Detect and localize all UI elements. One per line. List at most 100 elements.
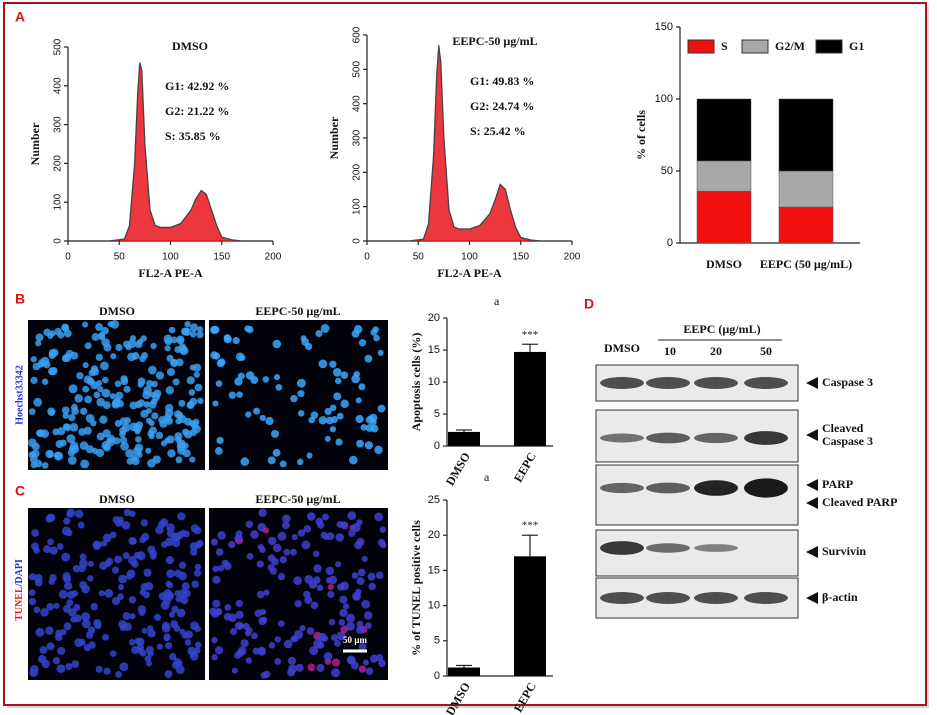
cell bbox=[126, 573, 133, 580]
cell bbox=[115, 519, 123, 527]
cell bbox=[164, 408, 174, 418]
x-tick-label: 100 bbox=[162, 252, 179, 263]
cell bbox=[215, 548, 224, 556]
cell bbox=[189, 323, 199, 332]
cell bbox=[328, 618, 336, 626]
cell bbox=[254, 609, 263, 618]
band bbox=[600, 592, 644, 604]
cell bbox=[189, 331, 197, 338]
cell bbox=[235, 352, 245, 362]
cell bbox=[164, 437, 171, 444]
cell bbox=[90, 602, 98, 611]
cell bbox=[102, 429, 111, 438]
cell bbox=[299, 625, 306, 632]
cell bbox=[253, 407, 261, 415]
cell bbox=[334, 561, 342, 568]
cell bbox=[129, 335, 137, 342]
cell bbox=[68, 384, 78, 394]
cell bbox=[70, 444, 80, 454]
cell bbox=[251, 632, 258, 640]
cell bbox=[28, 589, 36, 597]
bar-segment bbox=[778, 170, 834, 208]
cell bbox=[329, 404, 337, 412]
cell bbox=[331, 658, 341, 667]
cell bbox=[109, 393, 116, 400]
cell bbox=[164, 345, 171, 352]
cell bbox=[368, 413, 378, 423]
cell bbox=[90, 381, 99, 390]
cell bbox=[330, 416, 338, 424]
cell bbox=[283, 548, 291, 556]
cell bbox=[61, 552, 71, 562]
cell bbox=[194, 641, 202, 649]
cell bbox=[237, 646, 247, 656]
cell bbox=[163, 635, 170, 642]
cell bbox=[171, 605, 179, 613]
cell bbox=[358, 383, 366, 391]
cell bbox=[40, 607, 49, 617]
cell bbox=[165, 642, 173, 650]
cell bbox=[230, 628, 238, 636]
cell bbox=[194, 647, 201, 654]
bar bbox=[514, 556, 546, 676]
cell bbox=[57, 646, 66, 656]
cell bbox=[145, 645, 154, 654]
histogram-fill bbox=[408, 45, 542, 241]
y-tick-label: 500 bbox=[53, 38, 64, 55]
cell bbox=[174, 436, 182, 443]
cell bbox=[54, 633, 63, 642]
cell bbox=[361, 555, 368, 563]
cell bbox=[128, 639, 136, 646]
cell bbox=[98, 331, 106, 339]
cell bbox=[28, 597, 37, 606]
cell bbox=[63, 329, 72, 338]
cell bbox=[304, 596, 313, 605]
cell bbox=[240, 639, 249, 648]
y-tick-label: 400 bbox=[53, 77, 64, 94]
cell bbox=[117, 593, 124, 601]
cell bbox=[318, 359, 328, 369]
cell bbox=[263, 589, 270, 596]
cell bbox=[352, 593, 360, 600]
cell bbox=[33, 547, 40, 554]
cell bbox=[196, 331, 204, 339]
cell bbox=[66, 599, 74, 607]
cell bbox=[273, 543, 282, 553]
cell bbox=[47, 407, 56, 416]
cell bbox=[28, 573, 36, 581]
cell bbox=[36, 429, 43, 437]
legend-label: G1 bbox=[849, 39, 864, 53]
cell bbox=[193, 371, 200, 378]
cell bbox=[358, 665, 367, 673]
bar-segment bbox=[778, 206, 834, 244]
band bbox=[744, 377, 788, 389]
cell bbox=[135, 436, 142, 443]
cell bbox=[355, 414, 364, 424]
cell bbox=[166, 523, 175, 532]
cell bbox=[296, 458, 304, 466]
cell bbox=[378, 659, 386, 667]
cell bbox=[375, 571, 384, 580]
x-tick-label: EEPC (50 µg/mL) bbox=[760, 257, 852, 271]
cell bbox=[356, 625, 365, 635]
cell bbox=[46, 642, 55, 651]
cell bbox=[143, 401, 151, 408]
cell bbox=[223, 334, 232, 342]
cell bbox=[189, 542, 199, 551]
cell bbox=[189, 652, 199, 661]
blot-label: β-actin bbox=[822, 590, 858, 604]
cell bbox=[71, 590, 79, 597]
y-tick-label: 300 bbox=[53, 116, 64, 133]
cell bbox=[139, 588, 147, 596]
cell bbox=[141, 532, 150, 542]
blot-label: Caspase 3 bbox=[822, 375, 873, 389]
blot-label: Survivin bbox=[822, 544, 866, 558]
cell bbox=[123, 508, 132, 517]
band bbox=[600, 377, 644, 389]
cell bbox=[245, 411, 252, 418]
cell bbox=[215, 608, 223, 616]
stain-dapi: /DAPI bbox=[14, 559, 25, 587]
annotation: G1: 42.92 % bbox=[165, 79, 229, 93]
y-tick-label: 0 bbox=[434, 670, 440, 682]
